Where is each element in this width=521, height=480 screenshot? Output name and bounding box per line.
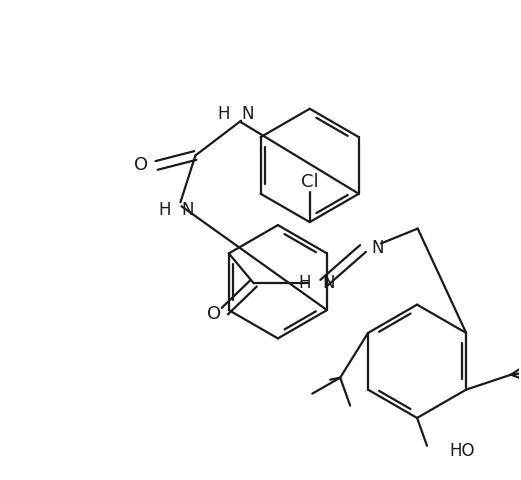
Text: Cl: Cl: [301, 173, 318, 192]
Text: H: H: [158, 201, 170, 219]
Text: N: N: [371, 240, 383, 257]
Text: N: N: [241, 105, 254, 123]
Text: N: N: [322, 274, 335, 292]
Text: N: N: [181, 201, 194, 219]
Text: H: H: [218, 105, 230, 123]
Text: O: O: [207, 305, 221, 323]
Text: HO: HO: [449, 442, 475, 460]
Text: O: O: [133, 156, 148, 174]
Text: H: H: [299, 274, 312, 292]
